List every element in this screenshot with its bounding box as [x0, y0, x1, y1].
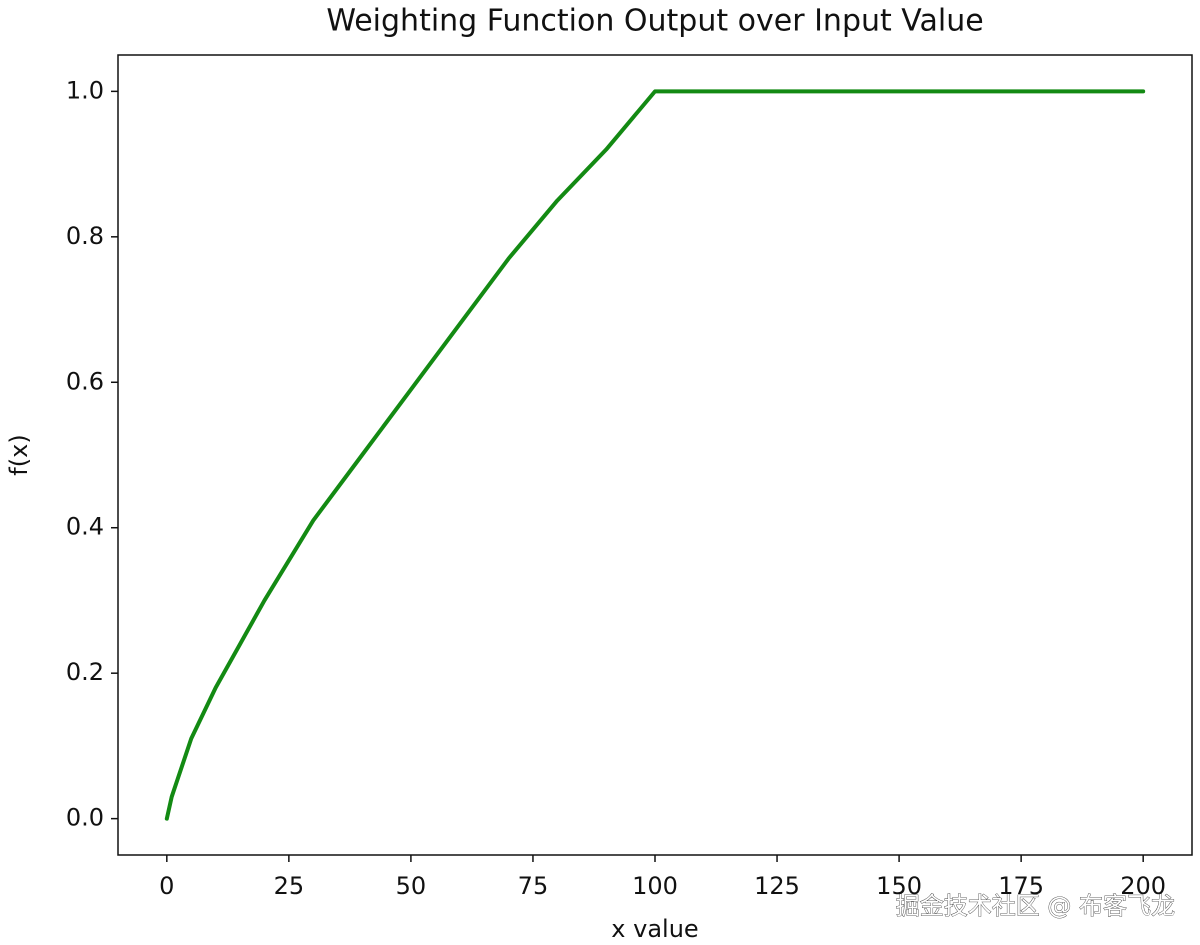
x-tick-label: 75	[518, 872, 549, 900]
y-tick-label: 0.8	[66, 222, 104, 250]
x-tick-label: 100	[632, 872, 678, 900]
y-tick-label: 0.0	[66, 804, 104, 832]
y-tick-label: 0.4	[66, 513, 104, 541]
x-tick-label: 200	[1120, 872, 1166, 900]
x-tick-label: 150	[876, 872, 922, 900]
y-axis-label: f(x)	[5, 434, 33, 475]
y-tick-label: 1.0	[66, 76, 104, 104]
watermark: 掘金技术社区 @ 布客飞龙	[896, 892, 1175, 920]
x-tick-label: 0	[159, 872, 174, 900]
plot-frame	[117, 54, 1193, 856]
data-line	[164, 89, 1146, 821]
x-tick-label: 50	[396, 872, 427, 900]
x-tick-label: 25	[274, 872, 305, 900]
y-tick-label: 0.2	[66, 658, 104, 686]
x-tick-label: 175	[998, 872, 1044, 900]
y-tick-label: 0.6	[66, 367, 104, 395]
x-axis-label: x value	[611, 915, 698, 943]
x-tick-label: 125	[754, 872, 800, 900]
chart-title: Weighting Function Output over Input Val…	[326, 4, 983, 39]
